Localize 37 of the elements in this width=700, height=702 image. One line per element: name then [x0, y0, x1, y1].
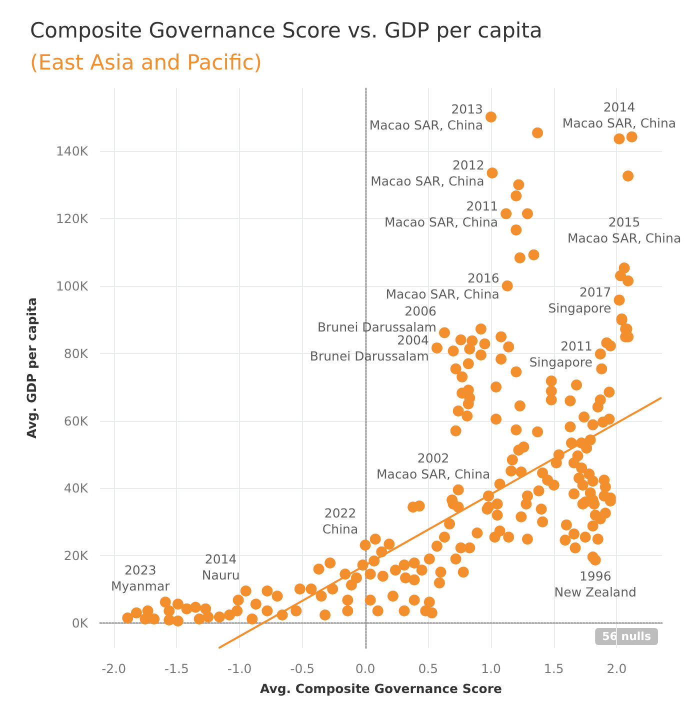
annotation: 2017 Singapore [548, 284, 612, 316]
y-tick-label: 40K [64, 480, 89, 496]
annotation: 2015 Macao SAR, China [567, 214, 682, 246]
annotation: 2006 Brunei Darussalam [317, 303, 437, 334]
y-tick-label: 0K [72, 616, 89, 631]
x-tick-label: -0.5 [290, 661, 315, 676]
annotation: 56 nulls [602, 630, 652, 643]
annotation: 2016 Macao SAR, China [386, 270, 500, 302]
annotation: 2022 China [322, 506, 358, 537]
annotation: 1996 New Zealand [554, 568, 636, 600]
chart-title: Composite Governance Score vs. GDP per capita [30, 18, 542, 42]
x-tick-label: 1.5 [544, 661, 564, 676]
y-tick-label: 60K [64, 413, 89, 428]
x-tick-label: 1.0 [481, 661, 501, 676]
x-tick-label: -1.5 [164, 661, 189, 676]
x-tick-label: -2.0 [102, 661, 126, 676]
x-tick-label: 2.0 [606, 661, 627, 676]
y-tick-label: 80K [64, 346, 89, 361]
annotation: 2011 Singapore [529, 338, 593, 370]
annotation: 2011 Macao SAR, China [384, 198, 498, 230]
y-tick-label: 140K [56, 144, 89, 159]
y-tick-label: 120K [56, 210, 89, 226]
x-tick-label: 0.0 [355, 661, 376, 676]
x-tick-label: 0.5 [418, 661, 438, 676]
x-axis-title: Avg. Composite Governance Score [260, 681, 502, 696]
annotation: 2014 Macao SAR, China [562, 99, 676, 130]
annotation: 2002 Macao SAR, China [376, 450, 490, 482]
y-axis-title: Avg. GDP per capita [24, 297, 39, 439]
annotation: 2004 Brunei Darussalam [310, 332, 429, 364]
x-tick-label: -1.0 [227, 661, 252, 676]
annotation: 2012 Macao SAR, China [370, 157, 484, 188]
annotation: 2023 Myanmar [111, 562, 171, 594]
annotation: 2014 Nauru [202, 552, 240, 583]
y-tick-label: 100K [56, 278, 89, 294]
y-tick-label: 20K [64, 548, 89, 564]
chart-subtitle: (East Asia and Pacific) [30, 50, 262, 74]
annotation: 2013 Macao SAR, China [369, 101, 484, 132]
